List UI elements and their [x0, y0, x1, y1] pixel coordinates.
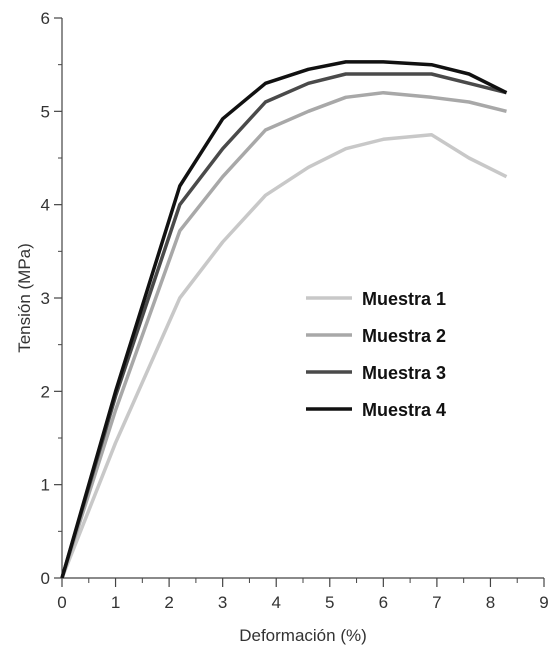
- x-ticks: 0 1 2 3 4 5 6 7 8 9: [57, 578, 549, 612]
- series-line-muestra-1: [60, 132, 508, 579]
- legend-label: Muestra 4: [362, 400, 446, 420]
- y-tick-label: 1: [41, 476, 50, 495]
- y-tick-label: 5: [41, 102, 50, 121]
- legend-label: Muestra 3: [362, 363, 446, 383]
- x-tick-label: 9: [539, 593, 548, 612]
- series-line-muestra-2: [60, 90, 507, 579]
- x-tick-label: 3: [218, 593, 227, 612]
- y-tick-label: 0: [41, 569, 50, 588]
- legend-label: Muestra 1: [362, 289, 446, 309]
- legend-label: Muestra 2: [362, 326, 446, 346]
- y-tick-label: 3: [41, 289, 50, 308]
- x-tick-label: 1: [111, 593, 120, 612]
- x-tick-label: 5: [325, 593, 334, 612]
- y-axis-title: Tensión (MPa): [15, 243, 34, 353]
- y-ticks: 0 1 2 3 4 5 6: [41, 9, 62, 588]
- series-lines: [60, 60, 508, 579]
- y-tick-label: 2: [41, 382, 50, 401]
- x-tick-label: 7: [432, 593, 441, 612]
- y-tick-label: 6: [41, 9, 50, 28]
- series-line-muestra-3: [60, 72, 507, 579]
- x-tick-label: 4: [271, 593, 280, 612]
- x-axis-title: Deformación (%): [239, 626, 367, 645]
- series-line-muestra-4: [60, 60, 508, 579]
- x-tick-label: 0: [57, 593, 66, 612]
- x-tick-label: 2: [164, 593, 173, 612]
- axes: 0 1 2 3 4 5 6 7 8 9 0 1 2 3 4 5 6: [41, 9, 549, 612]
- x-tick-label: 6: [379, 593, 388, 612]
- y-tick-label: 4: [41, 196, 50, 215]
- legend: Muestra 1 Muestra 2 Muestra 3 Muestra 4: [306, 289, 446, 420]
- x-tick-label: 8: [486, 593, 495, 612]
